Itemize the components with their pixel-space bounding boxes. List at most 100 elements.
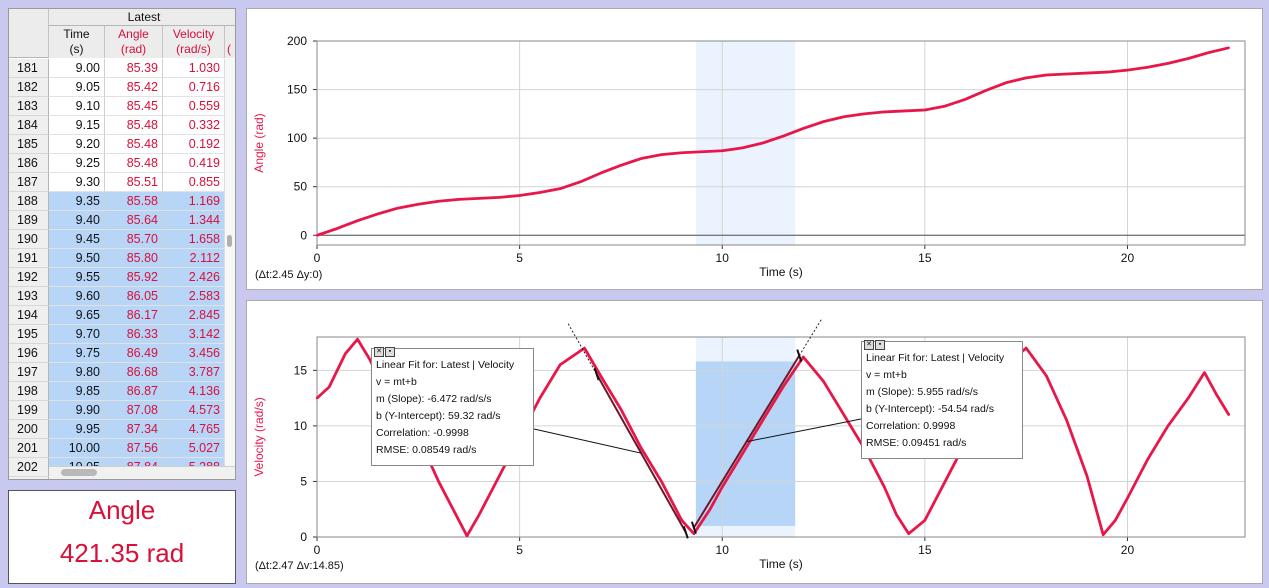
cell-velocity[interactable]: 1.658 [163, 230, 225, 249]
cell-time[interactable]: 9.45 [49, 230, 105, 249]
cell-velocity[interactable]: 0.559 [163, 97, 225, 116]
table-row[interactable]: 184 9.15 85.48 0.332 [9, 116, 235, 135]
cell-angle[interactable]: 85.45 [105, 97, 163, 116]
digital-meter[interactable]: Angle 421.35 rad [8, 490, 236, 584]
cell-angle[interactable]: 87.34 [105, 420, 163, 439]
row-index[interactable]: 196 [9, 344, 49, 363]
scrollbar-thumb[interactable] [61, 469, 97, 476]
table-row[interactable]: 189 9.40 85.64 1.344 [9, 211, 235, 230]
row-index[interactable]: 186 [9, 154, 49, 173]
table-row[interactable]: 192 9.55 85.92 2.426 [9, 268, 235, 287]
options-icon[interactable]: ▪ [385, 347, 395, 357]
cell-angle[interactable]: 85.39 [105, 59, 163, 78]
cell-angle[interactable]: 85.64 [105, 211, 163, 230]
row-index[interactable]: 187 [9, 173, 49, 192]
table-row[interactable]: 201 10.00 87.56 5.027 [9, 439, 235, 458]
row-index[interactable]: 203 [9, 477, 49, 479]
cell-time[interactable]: 9.85 [49, 382, 105, 401]
row-index[interactable]: 195 [9, 325, 49, 344]
table-row[interactable]: 181 9.00 85.39 1.030 [9, 59, 235, 78]
cell-velocity[interactable]: 1.169 [163, 192, 225, 211]
vertical-scrollbar[interactable] [224, 59, 235, 466]
cell-angle[interactable]: 87.08 [105, 401, 163, 420]
row-index[interactable]: 190 [9, 230, 49, 249]
cell-time[interactable]: 9.05 [49, 78, 105, 97]
linear-fit-box-right[interactable]: ✕ ▪ Linear Fit for: Latest | Velocity v =… [861, 340, 1023, 459]
cell-time[interactable]: 9.75 [49, 344, 105, 363]
row-index[interactable]: 189 [9, 211, 49, 230]
cell-angle[interactable]: 86.05 [105, 287, 163, 306]
cell-angle[interactable]: 86.33 [105, 325, 163, 344]
cell-time[interactable]: 9.65 [49, 306, 105, 325]
table-row[interactable]: 188 9.35 85.58 1.169 [9, 192, 235, 211]
table-row[interactable]: 186 9.25 85.48 0.419 [9, 154, 235, 173]
row-index[interactable]: 181 [9, 59, 49, 78]
row-index[interactable]: 192 [9, 268, 49, 287]
cell-angle[interactable]: 86.49 [105, 344, 163, 363]
options-icon[interactable]: ▪ [875, 340, 885, 350]
cell-velocity[interactable]: 3.787 [163, 363, 225, 382]
cell-angle[interactable]: 85.92 [105, 268, 163, 287]
row-index[interactable]: 197 [9, 363, 49, 382]
cell-velocity[interactable]: 0.855 [163, 173, 225, 192]
row-index[interactable]: 194 [9, 306, 49, 325]
scrollbar-thumb[interactable] [227, 235, 232, 247]
table-row[interactable]: 193 9.60 86.05 2.583 [9, 287, 235, 306]
cell-time[interactable]: 9.30 [49, 173, 105, 192]
data-table[interactable]: Latest Time (s) Angle (rad) Velocity (ra… [8, 8, 236, 480]
cell-angle[interactable]: 86.87 [105, 382, 163, 401]
row-index[interactable]: 201 [9, 439, 49, 458]
cell-velocity[interactable]: 0.716 [163, 78, 225, 97]
cell-velocity[interactable]: 5.027 [163, 439, 225, 458]
table-row[interactable]: 185 9.20 85.48 0.192 [9, 135, 235, 154]
horizontal-scrollbar[interactable] [49, 466, 235, 479]
cell-velocity[interactable]: 4.573 [163, 401, 225, 420]
cell-angle[interactable]: 85.80 [105, 249, 163, 268]
cell-time[interactable]: 9.00 [49, 59, 105, 78]
cell-angle[interactable]: 85.42 [105, 78, 163, 97]
table-row[interactable]: 197 9.80 86.68 3.787 [9, 363, 235, 382]
row-index[interactable]: 193 [9, 287, 49, 306]
cell-velocity[interactable]: 2.845 [163, 306, 225, 325]
row-index[interactable]: 198 [9, 382, 49, 401]
table-row[interactable]: 195 9.70 86.33 3.142 [9, 325, 235, 344]
cell-angle[interactable]: 85.51 [105, 173, 163, 192]
cell-time[interactable]: 9.70 [49, 325, 105, 344]
linear-fit-box-left[interactable]: ✕ ▪ Linear Fit for: Latest | Velocity v =… [371, 347, 534, 466]
cell-angle[interactable]: 85.58 [105, 192, 163, 211]
cell-velocity[interactable]: 2.112 [163, 249, 225, 268]
cell-velocity[interactable]: 0.419 [163, 154, 225, 173]
cell-time[interactable]: 9.35 [49, 192, 105, 211]
cell-time[interactable]: 9.40 [49, 211, 105, 230]
cell-time[interactable]: 9.90 [49, 401, 105, 420]
table-row[interactable]: 190 9.45 85.70 1.658 [9, 230, 235, 249]
row-index[interactable]: 199 [9, 401, 49, 420]
row-index[interactable]: 202 [9, 458, 49, 477]
cell-velocity[interactable]: 4.765 [163, 420, 225, 439]
cell-time[interactable]: 9.15 [49, 116, 105, 135]
table-row[interactable]: 194 9.65 86.17 2.845 [9, 306, 235, 325]
cell-velocity[interactable]: 1.030 [163, 59, 225, 78]
column-header-partial[interactable]: ( [225, 26, 235, 58]
cell-velocity[interactable]: 2.583 [163, 287, 225, 306]
velocity-graph[interactable]: 0 5 10 15 20 0 5 10 15 Time (s) Velocity (rad/s) (… [246, 300, 1263, 584]
row-index[interactable]: 182 [9, 78, 49, 97]
row-index[interactable]: 183 [9, 97, 49, 116]
row-index[interactable]: 185 [9, 135, 49, 154]
cell-time[interactable]: 10.00 [49, 439, 105, 458]
cell-time[interactable]: 9.95 [49, 420, 105, 439]
cell-time[interactable]: 9.10 [49, 97, 105, 116]
close-icon[interactable]: ✕ [374, 347, 384, 357]
cell-velocity[interactable]: 3.142 [163, 325, 225, 344]
cell-time[interactable]: 9.55 [49, 268, 105, 287]
cell-velocity[interactable]: 0.192 [163, 135, 225, 154]
cell-velocity[interactable]: 3.456 [163, 344, 225, 363]
cell-velocity[interactable]: 0.332 [163, 116, 225, 135]
column-header-angle[interactable]: Angle (rad) [105, 26, 163, 58]
cell-angle[interactable]: 85.70 [105, 230, 163, 249]
cell-velocity[interactable]: 2.426 [163, 268, 225, 287]
cell-angle[interactable]: 87.56 [105, 439, 163, 458]
row-index[interactable]: 188 [9, 192, 49, 211]
cell-velocity[interactable]: 1.344 [163, 211, 225, 230]
